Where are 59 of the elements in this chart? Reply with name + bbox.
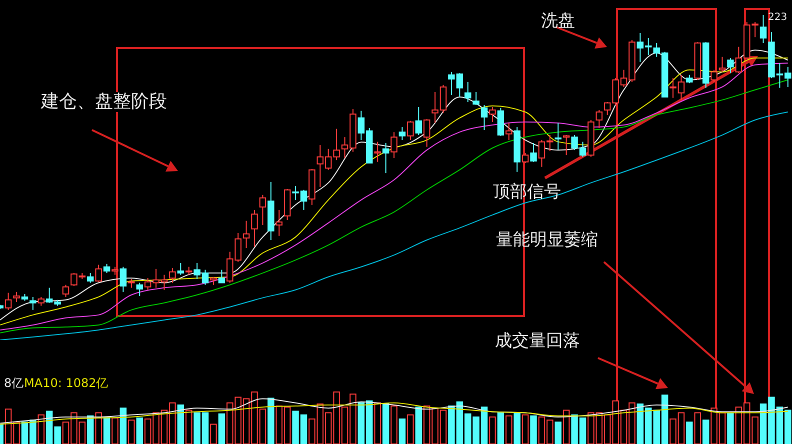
candlestick <box>522 152 529 164</box>
candlestick <box>374 141 381 162</box>
bar <box>530 415 537 444</box>
bar <box>727 412 734 444</box>
candlestick <box>120 266 127 292</box>
bar <box>554 422 562 444</box>
bar <box>415 406 422 444</box>
bar <box>103 416 110 444</box>
candlestick <box>62 284 70 298</box>
candlestick <box>87 272 94 284</box>
annotation: 建仓、盘整阶段 <box>39 91 169 112</box>
bar <box>218 413 226 444</box>
candlestick <box>13 291 20 302</box>
candlestick <box>727 58 734 74</box>
candlestick <box>259 194 266 226</box>
bar <box>497 412 504 444</box>
candlestick <box>136 282 143 297</box>
candlestick <box>489 106 496 123</box>
bar <box>702 420 710 444</box>
candlestick <box>382 142 390 174</box>
candlestick <box>169 268 176 284</box>
candlestick <box>218 269 226 284</box>
bar <box>136 418 143 444</box>
candlestick <box>95 264 102 282</box>
bar <box>87 415 94 444</box>
annotation: 洗盘 <box>541 11 575 31</box>
bar <box>514 412 520 444</box>
candlestick <box>718 56 726 72</box>
text: 成交量回落 <box>495 331 580 351</box>
bar <box>382 403 390 444</box>
bar <box>120 408 127 444</box>
text: 8亿 <box>4 376 24 390</box>
bar <box>268 398 274 444</box>
text: MA10: 1082亿 <box>24 376 108 390</box>
bar <box>398 418 406 444</box>
candlestick <box>415 106 422 136</box>
candlestick <box>506 122 512 141</box>
candlestick <box>251 209 258 248</box>
candlestick <box>562 134 570 156</box>
candlestick <box>596 109 603 128</box>
candlestick <box>530 142 537 162</box>
candlestick <box>177 262 184 276</box>
candlestick <box>407 120 414 141</box>
candlestick <box>760 14 767 44</box>
candlestick <box>464 81 472 102</box>
candlestick <box>398 126 406 141</box>
candlestick <box>4 292 12 310</box>
candlestick <box>480 104 488 131</box>
bar <box>177 404 184 444</box>
candlestick <box>472 91 480 106</box>
bar <box>686 422 693 444</box>
candlestick <box>242 220 250 248</box>
candlestick <box>423 118 430 148</box>
candlestick <box>390 132 398 159</box>
candlestick <box>276 209 282 236</box>
candlestick <box>30 296 36 310</box>
candlestick <box>554 122 562 151</box>
candlestick <box>710 69 718 82</box>
candlestick <box>103 263 110 274</box>
